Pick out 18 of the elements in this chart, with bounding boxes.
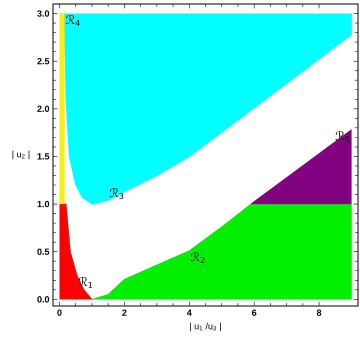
y-tick-label: 3.0 (37, 10, 50, 17)
x-tick-label: 8 (316, 310, 322, 316)
x-tick-label: 4 (186, 310, 192, 316)
y-tick-label: 2.5 (37, 58, 50, 64)
y-tick-label: 0.5 (37, 248, 50, 255)
series-label: ℛ$_{5}$ (336, 130, 350, 142)
x-axis-title: | u$_{1}$ /u$_{3}$ | (190, 322, 221, 332)
y-axis-title: | u$_{2}$ | (12, 150, 30, 160)
y-tick-label: 0.0 (37, 296, 50, 303)
x-tick-label: 0 (57, 310, 62, 316)
series-label: ℛ$_{2}$ (190, 252, 204, 263)
series-label: ℛ$_{4}$ (66, 14, 80, 26)
y-tick-label: 2.0 (37, 106, 50, 112)
x-tick-label: 6 (252, 310, 256, 316)
x-tick-label: 2 (122, 310, 127, 316)
y-tick-label: 1.0 (38, 200, 50, 208)
y-tick-label: 1.5 (38, 153, 50, 160)
series-label: ℛ$_{3}$ (110, 188, 124, 200)
